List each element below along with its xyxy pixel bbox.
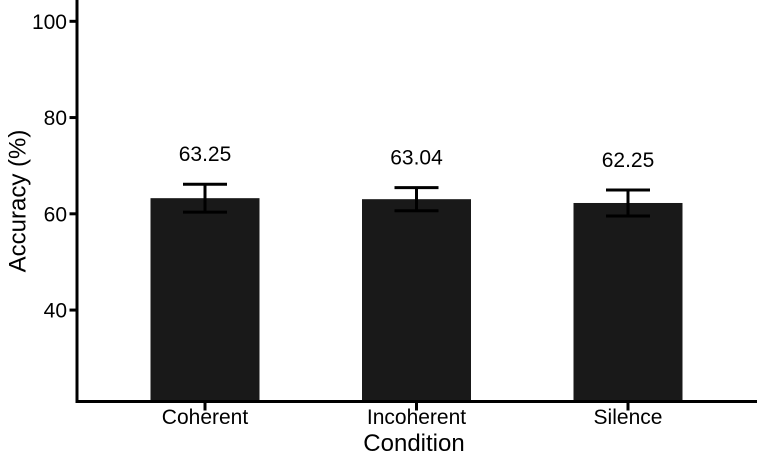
x-category-label: Coherent — [162, 406, 249, 429]
x-axis-title: Condition — [363, 430, 464, 456]
bar-value-label: 63.25 — [179, 143, 232, 166]
y-tick-label: 100 — [32, 11, 67, 34]
bar-incoherent — [362, 199, 471, 403]
x-category-label: Incoherent — [367, 406, 466, 429]
y-axis-title: Accuracy (%) — [5, 130, 32, 273]
y-tick-label: 40 — [44, 300, 67, 323]
y-tick-label: 60 — [44, 203, 67, 226]
bar-value-label: 62.25 — [602, 149, 655, 172]
bar-silence — [573, 202, 683, 403]
x-category-label: Silence — [594, 406, 663, 429]
bar-value-label: 63.04 — [390, 147, 443, 170]
bar-coherent — [150, 198, 260, 403]
y-tick-label: 80 — [44, 107, 67, 130]
chart-generated-content: 40 60 80 100 Coherent Incoherent Silence 63.25 6… — [32, 0, 757, 429]
